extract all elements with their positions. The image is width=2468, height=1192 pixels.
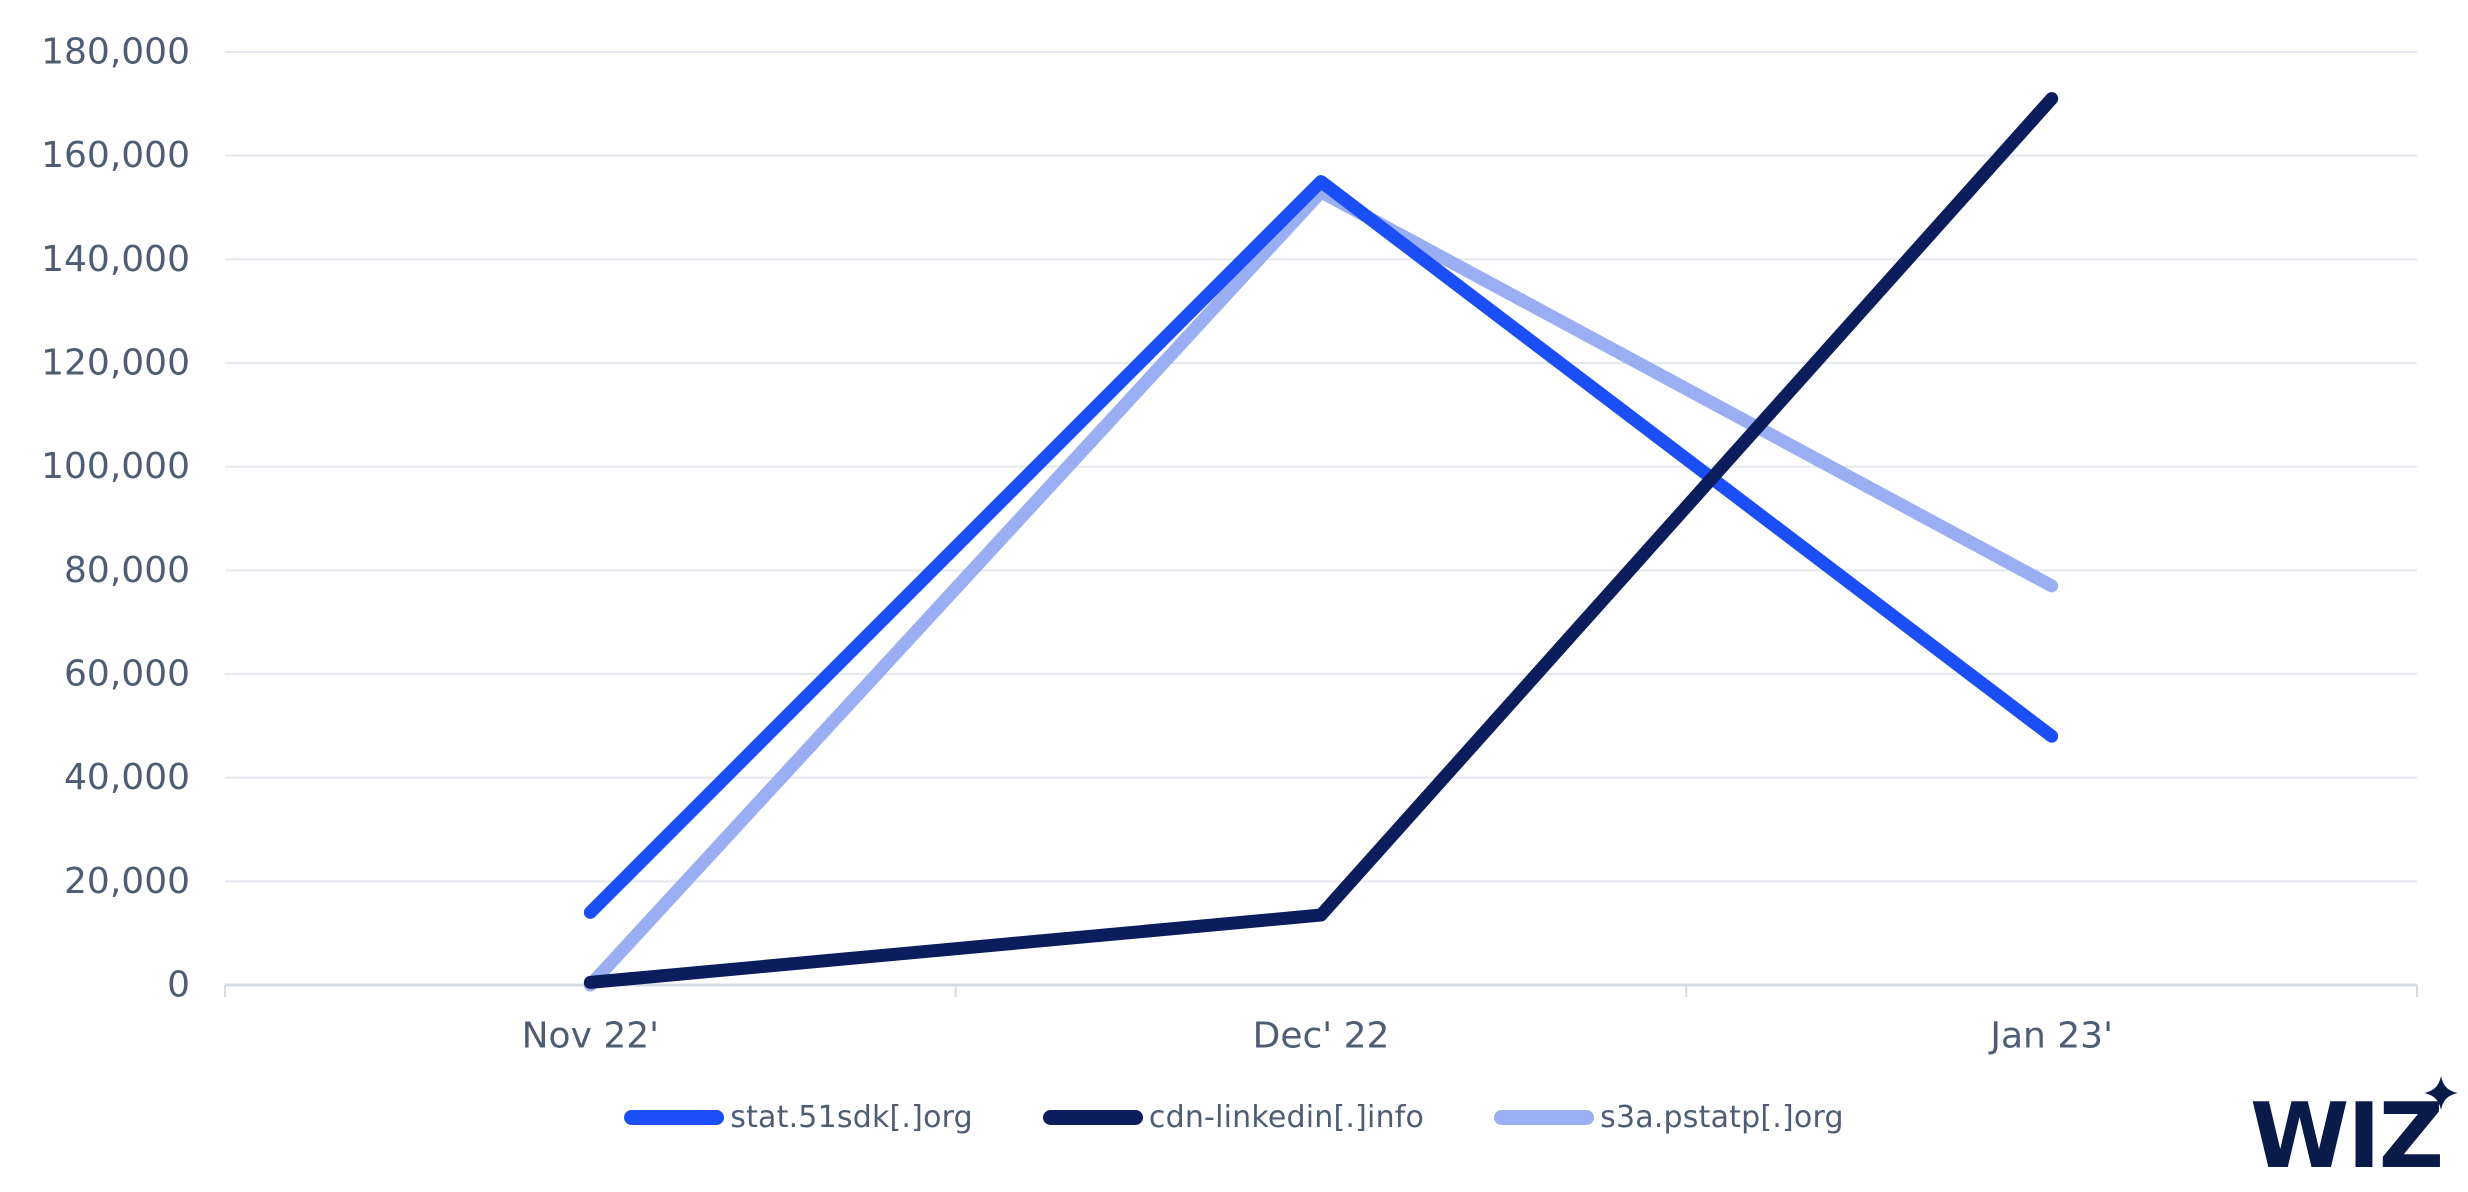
legend-item-cdn-linkedin: cdn-linkedin[.]info — [1042, 1099, 1425, 1135]
series-line-s3a-pstatp-org — [583, 185, 2059, 992]
legend-swatch-s3a-pstatp — [1494, 1109, 1595, 1125]
legend-item-s3a-pstatp: s3a.pstatp[.]org — [1494, 1100, 1844, 1135]
legend-item-stat-51sdk: stat.51sdk[.]org — [624, 1100, 973, 1135]
legend-swatch-cdn-linkedin — [1042, 1109, 1143, 1125]
wiz-logo: WIZ — [2250, 1076, 2458, 1182]
y-axis-label: 40,000 — [64, 757, 190, 798]
legend-label: cdn-linkedin[.]info — [1148, 1099, 1425, 1135]
y-axis-label: 60,000 — [64, 654, 190, 695]
y-axis-label: 180,000 — [41, 32, 190, 73]
series-line-cdn-linkedin-info — [583, 92, 2059, 989]
y-axis-label: 0 — [167, 965, 190, 1006]
wiz-logo-text: WIZ — [2249, 1084, 2444, 1189]
y-axis-label: 120,000 — [41, 343, 190, 384]
x-axis-label: Dec' 22 — [1253, 1016, 1390, 1057]
series-line-stat-51sdk-org — [583, 175, 2059, 919]
x-axis-label: Jan 23' — [1988, 1016, 2113, 1057]
y-axis-label: 100,000 — [41, 446, 190, 487]
y-axis-label: 20,000 — [64, 861, 190, 902]
chart-legend: stat.51sdk[.]org cdn-linkedin[.]info s3a… — [0, 1093, 2468, 1141]
y-axis-label: 140,000 — [41, 239, 190, 280]
y-axis-label: 160,000 — [41, 135, 190, 176]
legend-label: s3a.pstatp[.]org — [1600, 1099, 1844, 1135]
y-axis-label: 80,000 — [64, 550, 190, 591]
x-axis-label: Nov 22' — [522, 1016, 659, 1057]
sparkle-icon — [2424, 1076, 2458, 1110]
legend-label: stat.51sdk[.]org — [730, 1099, 973, 1135]
legend-swatch-stat-51sdk — [624, 1109, 725, 1125]
